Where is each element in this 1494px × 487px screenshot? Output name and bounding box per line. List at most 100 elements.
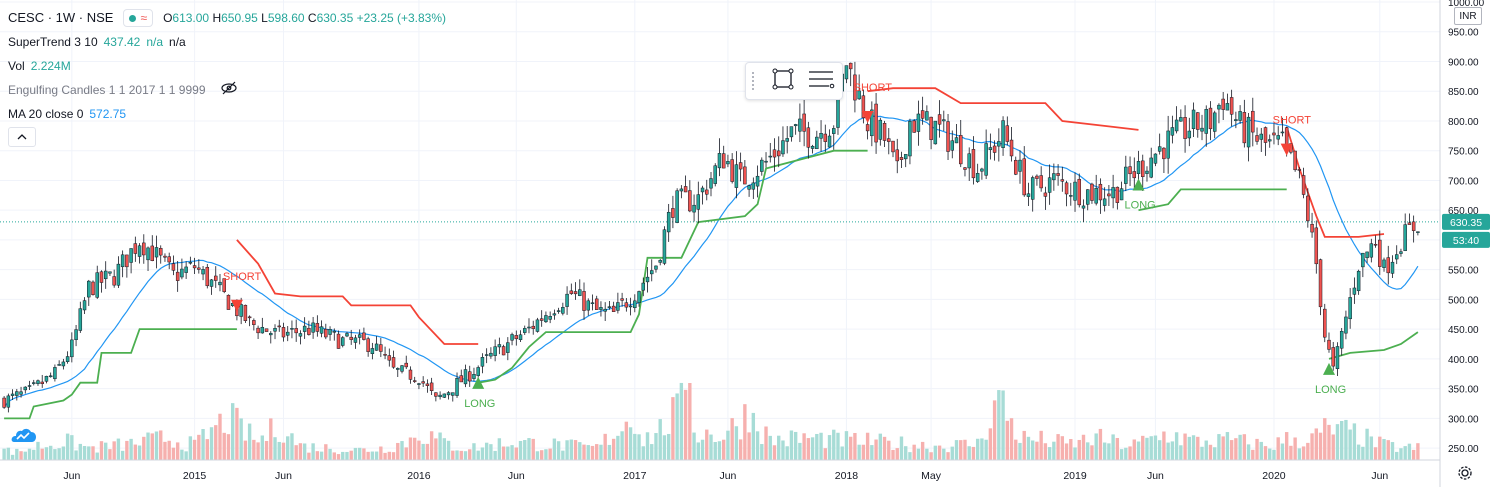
candle-body — [730, 159, 734, 182]
candle-body — [425, 383, 430, 386]
x-tick-label: 2017 — [623, 470, 647, 482]
volume-bar — [36, 441, 40, 460]
candle-body — [793, 124, 798, 127]
candle-body — [688, 190, 692, 212]
volume-bar — [709, 434, 713, 460]
candle-body — [582, 291, 586, 311]
volume-bar — [341, 451, 345, 460]
volume-bar — [798, 442, 802, 460]
volume-bar — [650, 444, 654, 460]
market-status[interactable]: ≈ — [123, 9, 154, 27]
collapse-legend-button[interactable] — [8, 127, 36, 147]
volume-bar — [954, 440, 959, 460]
volume-bar — [1145, 437, 1149, 460]
volume-bar — [1022, 430, 1026, 460]
candle-body — [180, 268, 184, 278]
eye-off-icon[interactable] — [220, 78, 238, 102]
candle-body — [44, 375, 49, 382]
drag-handle[interactable] — [752, 72, 760, 90]
symbol-title[interactable]: CESC · 1W · NSE — [8, 10, 114, 25]
candle-body — [1331, 347, 1335, 367]
rectangle-tool-button[interactable] — [768, 66, 798, 96]
supertrend-long-line — [1328, 331, 1419, 360]
engulfing-legend[interactable]: Engulfing Candles 1 1 2017 1 1 9999 — [8, 78, 446, 102]
candle-body — [1390, 261, 1395, 274]
candle-body — [137, 245, 142, 257]
volume-bar — [1229, 440, 1234, 460]
currency-label[interactable]: INR — [1454, 7, 1482, 25]
supertrend-short-line — [1285, 126, 1385, 238]
short-arrow-icon — [861, 110, 874, 123]
volume-bar — [281, 442, 286, 460]
volume-bar — [192, 439, 197, 460]
volume-bar — [1128, 446, 1132, 460]
volume-bar — [1378, 436, 1382, 460]
volume-bar — [874, 439, 878, 460]
volume-bar — [1005, 420, 1009, 460]
volume-bar — [489, 444, 493, 460]
volume-bar — [125, 440, 129, 460]
candle-body — [1225, 103, 1230, 111]
volume-bar — [472, 443, 476, 460]
candle-body — [353, 337, 358, 343]
volume-bar — [1204, 440, 1208, 460]
short-label: SHORT — [1273, 115, 1312, 127]
volume-bar — [180, 449, 184, 460]
volume-bar — [163, 441, 167, 460]
candle-body — [1314, 227, 1319, 265]
tradingview-logo-icon[interactable] — [10, 426, 38, 446]
candle-body — [789, 126, 794, 138]
candle-body — [561, 307, 565, 314]
candle-body — [302, 325, 307, 332]
volume-bar — [362, 448, 366, 460]
candle-body — [633, 300, 637, 308]
candle-body — [853, 74, 857, 101]
floating-drawing-toolbar[interactable] — [745, 62, 843, 100]
volume-bar — [383, 452, 387, 460]
candle-body — [1365, 251, 1369, 259]
ma-legend[interactable]: MA 20 close 0 572.75 — [8, 107, 127, 121]
candle-body — [243, 304, 248, 321]
volume-bar — [366, 451, 370, 460]
volume-bar — [1221, 436, 1225, 460]
volume-bar — [595, 444, 599, 460]
candle-body — [256, 327, 260, 334]
volume-bar — [142, 436, 146, 460]
settings-lines-button[interactable] — [806, 66, 836, 96]
volume-bar — [23, 451, 27, 460]
x-tick-label: Jun — [1371, 470, 1388, 482]
volume-bar — [252, 439, 256, 460]
candle-body — [341, 337, 345, 346]
volume-bar — [451, 450, 455, 460]
candle-body — [48, 375, 53, 378]
candle-body — [171, 263, 176, 271]
candle-body — [387, 355, 392, 361]
volume-bar — [785, 446, 789, 460]
volume-bar — [793, 431, 798, 460]
volume-legend[interactable]: Vol 2.224M — [8, 59, 71, 73]
volume-bar — [243, 440, 248, 460]
supertrend-legend[interactable]: SuperTrend 3 10 437.42 n/a n/a — [8, 35, 186, 49]
volume-bar — [425, 443, 430, 460]
candle-body — [429, 382, 434, 391]
volume-bar — [2, 448, 6, 460]
volume-bar — [1327, 424, 1331, 460]
x-tick-label: Jun — [508, 470, 525, 482]
volume-bar — [357, 447, 362, 460]
volume-bar — [768, 435, 772, 460]
volume-bar — [1136, 441, 1141, 460]
x-tick-label: Jun — [63, 470, 80, 482]
gear-icon[interactable] — [1457, 465, 1473, 486]
candle-body — [954, 137, 959, 144]
candle-body — [531, 325, 535, 329]
candle-body — [1030, 177, 1035, 200]
candle-body — [501, 346, 506, 356]
candle-body — [620, 298, 624, 301]
volume-bar — [260, 435, 265, 460]
volume-bar — [912, 444, 916, 460]
candle-body — [1356, 270, 1361, 292]
volume-bar — [286, 436, 290, 460]
volume-bar — [133, 444, 138, 460]
candle-body — [1047, 177, 1052, 193]
